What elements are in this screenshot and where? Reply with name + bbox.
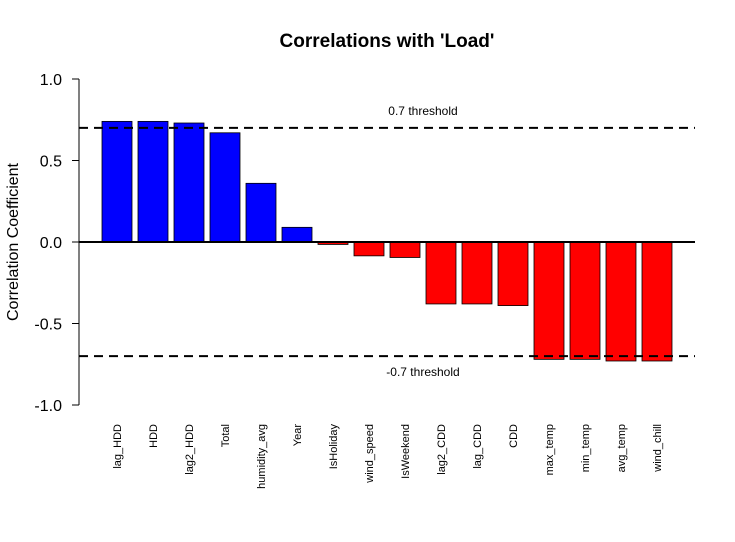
bar-lag_HDD: [101, 120, 133, 243]
bar-CDD: [497, 241, 529, 306]
plot-area: 1.0 0.5 0.0 -0.5 -1.0 lag_HDD HDD lag2_HDD Total…: [34, 72, 695, 489]
x-tick-label: IsWeekend: [400, 424, 412, 479]
bar-Total: [209, 132, 241, 243]
y-tick-label: -0.5: [34, 317, 62, 334]
x-tick-label: wind_speed: [364, 424, 376, 484]
chart-title: Correlations with 'Load': [280, 31, 495, 52]
bar-IsWeekend: [389, 241, 421, 258]
x-tick-label: CDD: [508, 424, 520, 448]
x-tick-label: lag2_HDD: [184, 424, 196, 475]
y-axis-label: Correlation Coefficient: [5, 162, 22, 321]
x-tick-label: humidity_avg: [256, 424, 268, 489]
bar-max_temp: [533, 241, 565, 360]
x-tick-label: wind_chill: [652, 424, 664, 473]
x-tick-label: lag2_CDD: [436, 424, 448, 475]
threshold-label: -0.7 threshold: [386, 365, 459, 379]
bar-wind_speed: [353, 241, 385, 257]
x-tick-label: max_temp: [544, 424, 556, 475]
y-tick-label: -1.0: [34, 398, 62, 415]
bar-avg_temp: [605, 241, 637, 362]
x-tick-label: Total: [220, 424, 232, 447]
bar-min_temp: [569, 241, 601, 360]
bar-humidity_avg: [245, 182, 277, 243]
x-tick-label: lag_CDD: [472, 424, 484, 469]
x-tick-label: min_temp: [580, 424, 592, 472]
x-tick-label: IsHoliday: [328, 424, 340, 470]
y-tick-label: 0.0: [40, 235, 62, 252]
bar-HDD: [137, 120, 169, 243]
bar-Year: [281, 226, 313, 243]
y-tick-label: 1.0: [40, 72, 62, 89]
x-tick-label: lag_HDD: [112, 424, 124, 469]
x-tick-label: HDD: [148, 424, 160, 448]
x-tick-label: Year: [292, 424, 304, 447]
x-tick-label: avg_temp: [616, 424, 628, 472]
bar-lag2_CDD: [425, 241, 457, 305]
bar-wind_chill: [641, 241, 673, 362]
y-tick-label: 0.5: [40, 154, 62, 171]
threshold-label: 0.7 threshold: [388, 104, 457, 118]
bar-lag_CDD: [461, 241, 493, 305]
bar-lag2_HDD: [173, 122, 205, 243]
